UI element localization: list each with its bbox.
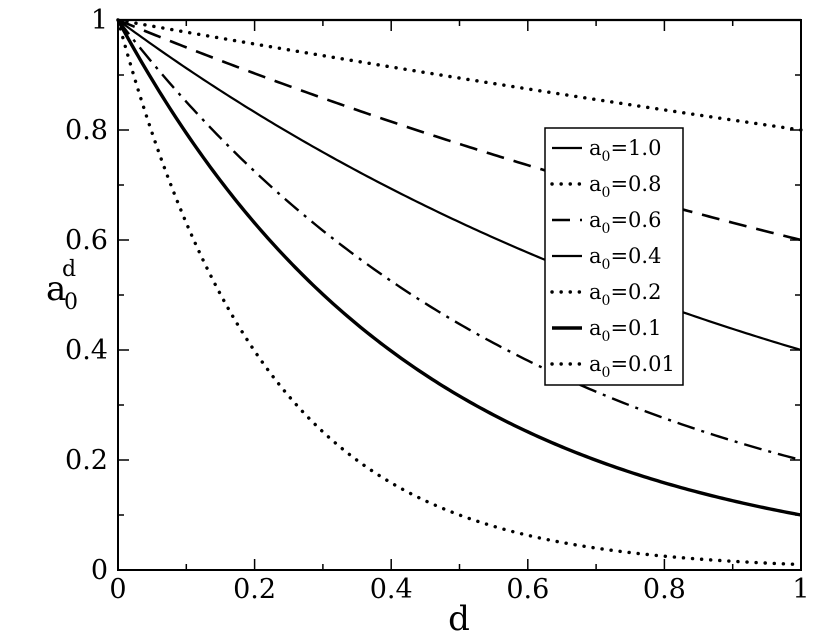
series-line-a0-0.6 (117, 18, 802, 242)
legend-item: a0=0.4 (552, 244, 661, 273)
series-line-a0-0.8 (116, 18, 803, 132)
y-tick-label: 1 (91, 5, 108, 36)
series-line-a0-0.1 (116, 19, 802, 517)
y-tick-label: 0.4 (65, 335, 108, 366)
x-tick-label: 0.4 (370, 574, 413, 605)
ticks-layer (117, 19, 802, 571)
legend-label: a0=0.1 (589, 316, 661, 345)
legend-label: a0=1.0 (589, 136, 661, 165)
x-axis-label: d (448, 599, 470, 639)
y-tick-label: 0.8 (65, 115, 108, 146)
legend-item: a0=0.01 (550, 352, 675, 381)
x-tick-label: 0.6 (506, 574, 549, 605)
legend-item: a0=0.2 (550, 280, 661, 309)
legend-label: a0=0.2 (589, 280, 661, 309)
series-line-a0-0.4 (117, 19, 802, 352)
y-axis-label-base: a (46, 269, 66, 309)
x-tick-label: 1 (792, 574, 809, 605)
series-layer (116, 18, 803, 567)
legend-label: a0=0.01 (589, 352, 675, 381)
y-tick-label: 0.2 (65, 445, 108, 476)
plot-frame (117, 19, 802, 571)
x-tick-label: 0 (109, 574, 126, 605)
series-line-a0-0.01 (116, 18, 803, 567)
x-tick-label: 0.8 (643, 574, 686, 605)
y-tick-label: 0 (91, 555, 108, 586)
x-tick-label: 0.2 (233, 574, 276, 605)
legend-item: a0=0.8 (550, 172, 661, 201)
y-axis-label: a 0 d (46, 257, 78, 315)
legend-item: a0=0.1 (552, 316, 661, 345)
tick-labels: 0 0.2 0.4 0.6 0.8 1 0 0.2 0.4 0.6 0.8 1 (65, 5, 810, 605)
legend-label: a0=0.4 (589, 244, 661, 273)
series-line-a0-0.2 (117, 19, 802, 462)
y-axis-label-superscript: d (62, 257, 76, 282)
legend-label: a0=0.6 (589, 208, 661, 237)
y-axis-label-subscript: 0 (64, 290, 78, 315)
legend-label: a0=0.8 (589, 172, 661, 201)
legend: a0=1.0 a0=0.8 a0=0.6 a0=0.4 a0=0.2 a0=0.1 a0=0… (544, 127, 684, 386)
legend-item: a0=1.0 (552, 136, 661, 165)
y-tick-label: 0.6 (65, 225, 108, 256)
legend-item: a0=0.6 (552, 208, 661, 237)
